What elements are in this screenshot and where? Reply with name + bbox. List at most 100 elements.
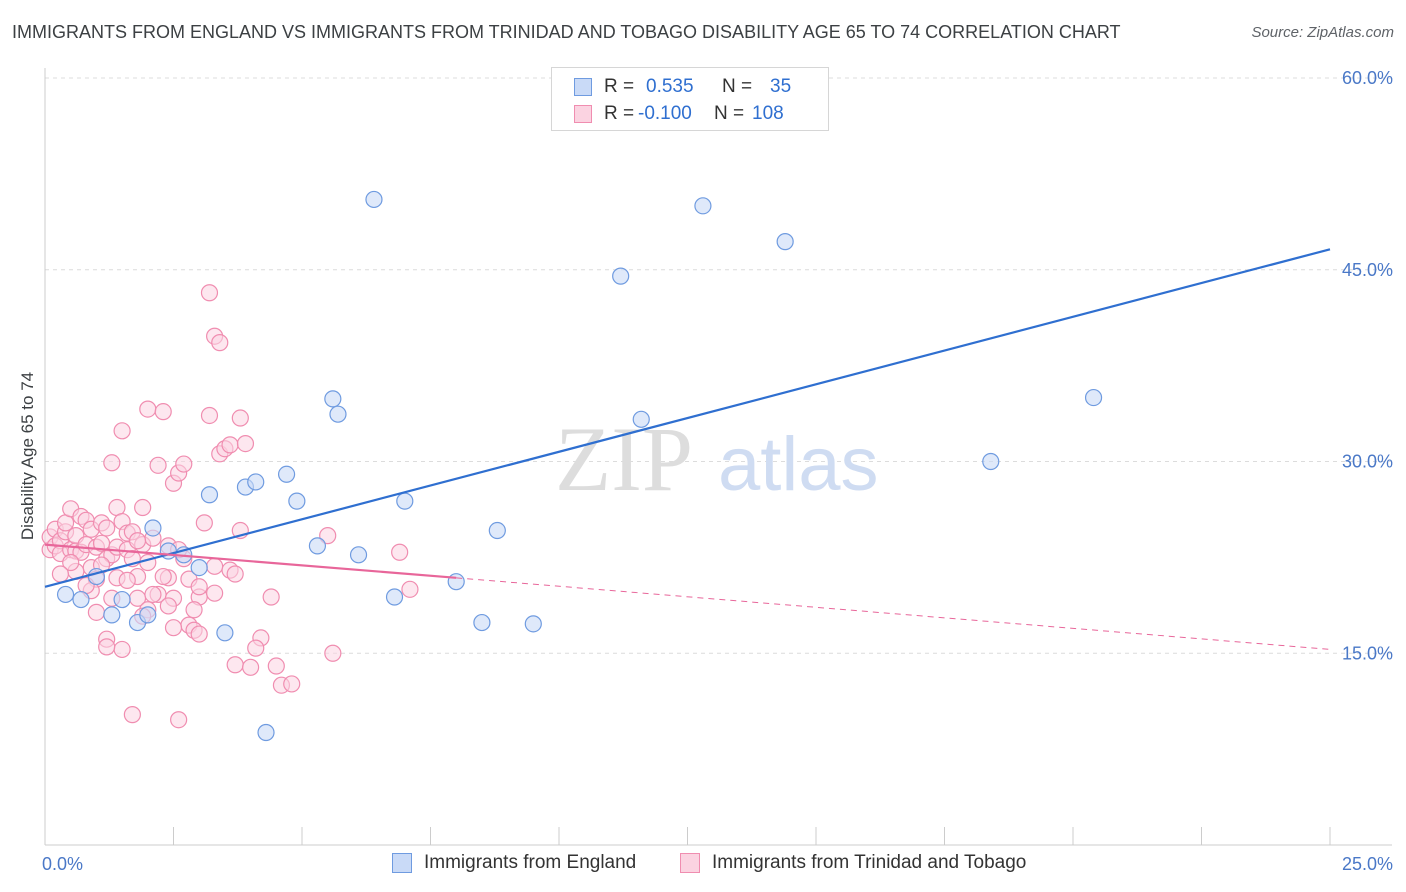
legend-n-value: 35 <box>770 76 792 97</box>
trinidad-point <box>170 711 188 729</box>
tick-labels: 15.0% 30.0% 45.0% 60.0% 0.0% 25.0% <box>42 68 1393 874</box>
england-point <box>113 590 131 609</box>
correlation-legend: R = 0.535 N = 35 R = -0.100 N = 108 <box>551 67 829 131</box>
england-point <box>488 521 506 540</box>
trinidad-point <box>262 588 280 606</box>
legend-n-value: 108 <box>752 103 784 124</box>
england-point <box>396 492 414 510</box>
legend-row-england: R = 0.535 N = 35 <box>574 74 791 100</box>
trinidad-point <box>242 658 260 676</box>
trinidad-point <box>324 644 342 662</box>
england-point <box>277 465 296 483</box>
england-point <box>982 452 1000 471</box>
trinidad-point <box>51 565 70 583</box>
england-point <box>56 585 75 604</box>
trinidad-point <box>236 435 255 453</box>
legend-r-label: R = <box>604 76 635 97</box>
england-point <box>144 519 162 537</box>
trinidad-point <box>87 603 106 621</box>
england-point <box>200 486 219 504</box>
trinidad-trend-line <box>44 543 457 579</box>
trinidad-point <box>221 436 239 454</box>
trinidad-point <box>211 334 229 352</box>
y-tick-label: 30.0% <box>1342 452 1393 472</box>
england-point <box>473 613 491 632</box>
england-point <box>324 390 342 408</box>
trinidad-point <box>98 519 116 537</box>
trinidad-point <box>190 578 208 596</box>
y-tick-label: 15.0% <box>1342 643 1393 663</box>
legend-item-england: Immigrants from England <box>392 852 636 874</box>
trinidad-point <box>62 553 80 572</box>
trinidad-point <box>159 597 177 615</box>
england-point <box>257 723 275 742</box>
trinidad-point <box>401 580 419 598</box>
england-point <box>190 559 208 577</box>
england-point <box>385 588 404 606</box>
trinidad-point <box>98 638 116 656</box>
trend-lines <box>44 248 1331 650</box>
england-point <box>524 615 542 633</box>
trinidad-point <box>391 543 409 561</box>
trinidad-point <box>226 565 244 583</box>
england-point <box>103 606 121 624</box>
trinidad-point <box>128 532 147 550</box>
legend-n-label: N = <box>722 76 753 97</box>
legend-swatch-trinidad <box>680 853 700 873</box>
trinidad-point <box>154 403 172 421</box>
england-point <box>247 473 265 491</box>
trinidad-point <box>139 400 157 418</box>
grid-lines <box>45 77 1392 654</box>
trinidad-point <box>139 553 157 572</box>
england-point <box>139 606 157 624</box>
trinidad-point <box>113 422 131 440</box>
source-label: Source: ZipAtlas.com <box>1251 24 1394 41</box>
england-point <box>288 492 306 510</box>
trinidad-trend-extension <box>456 577 1331 650</box>
trinidad-point <box>267 657 285 675</box>
england-point <box>329 405 347 423</box>
trinidad-point <box>103 454 121 472</box>
england-point <box>1084 388 1103 407</box>
trinidad-point <box>175 455 193 473</box>
england-point <box>776 233 794 251</box>
axes <box>44 68 1392 846</box>
trinidad-point <box>200 284 219 302</box>
legend-r-value: -0.100 <box>638 103 692 124</box>
trinidad-point <box>226 656 244 674</box>
england-point <box>694 197 712 215</box>
england-point <box>216 624 234 642</box>
england-point <box>72 590 90 609</box>
trinidad-point <box>113 640 131 659</box>
legend-n-label: N = <box>714 103 745 124</box>
trinidad-point <box>185 601 203 619</box>
x-tick-label: 25.0% <box>1342 854 1393 874</box>
trinidad-point <box>247 639 265 657</box>
trinidad-points <box>41 284 419 729</box>
england-point <box>632 410 650 428</box>
legend-r-value: 0.535 <box>646 76 694 97</box>
watermark-atlas: atlas <box>718 422 879 507</box>
trinidad-point <box>190 625 208 643</box>
england-point <box>308 537 327 555</box>
england-point <box>365 190 383 209</box>
trinidad-point <box>154 567 172 586</box>
trinidad-point <box>319 527 337 545</box>
trinidad-point <box>149 456 167 474</box>
x-tick-label: 0.0% <box>42 854 83 874</box>
trinidad-point <box>164 619 183 637</box>
watermark: ZIP atlas <box>555 408 879 510</box>
watermark-zip: ZIP <box>555 408 693 510</box>
england-point <box>447 573 465 591</box>
england-point <box>612 267 630 285</box>
legend-r-label: R = <box>604 103 635 124</box>
legend-row-trinidad: R = -0.100 N = 108 <box>574 101 784 127</box>
legend-label-england: Immigrants from England <box>424 852 637 873</box>
trinidad-point <box>195 514 213 532</box>
trinidad-point <box>206 584 224 602</box>
legend-swatch-trinidad <box>574 105 592 123</box>
trinidad-point <box>134 498 152 517</box>
england-trend-line <box>44 248 1331 588</box>
series-legend: Immigrants from England Immigrants from … <box>0 852 1406 878</box>
